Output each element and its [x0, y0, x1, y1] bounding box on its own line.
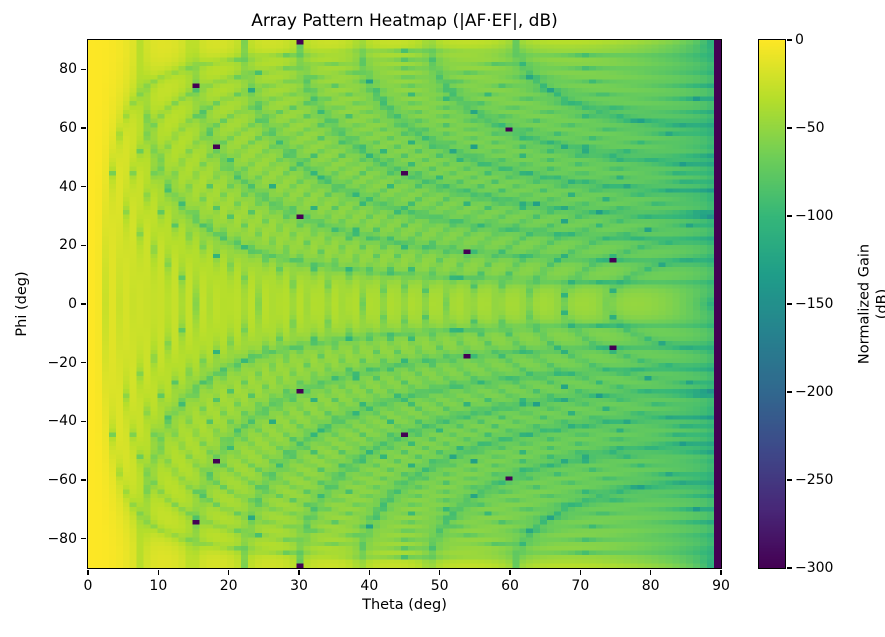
x-axis-label: Theta (deg) [362, 597, 447, 613]
heatmap-canvas [88, 40, 721, 568]
y-tick-mark [81, 420, 87, 423]
y-tick-label: 0 [68, 296, 77, 312]
colorbar-tick-mark [786, 127, 792, 129]
colorbar-tick-label: −250 [795, 472, 834, 488]
y-tick-label: −80 [47, 530, 77, 547]
x-tick-label: 90 [712, 578, 730, 594]
y-tick-mark [81, 479, 87, 481]
x-tick-label: 20 [219, 578, 238, 594]
x-tick-label: 80 [641, 578, 660, 594]
y-tick-mark [81, 244, 87, 247]
y-tick-mark [81, 127, 87, 129]
colorbar-tick-mark [786, 391, 792, 393]
colorbar-tick-mark [786, 303, 792, 305]
y-tick-label: −20 [47, 354, 77, 371]
x-tick-label: 70 [571, 578, 590, 594]
x-tick-label: 10 [149, 578, 168, 594]
x-tick-mark [227, 569, 230, 575]
colorbar-tick-mark [786, 215, 792, 217]
colorbar-tick-label: 0 [795, 32, 804, 48]
y-tick-label: 40 [59, 178, 77, 195]
colorbar [758, 39, 786, 569]
x-tick-mark [509, 569, 511, 575]
y-tick-label: −60 [47, 472, 77, 488]
x-tick-label: 40 [360, 578, 379, 594]
y-tick-mark [81, 361, 87, 364]
y-tick-mark [81, 303, 87, 305]
colorbar-tick-label: −100 [795, 208, 834, 224]
y-tick-label: 20 [59, 237, 77, 254]
colorbar-tick-mark [786, 567, 792, 569]
colorbar-tick-label: −300 [795, 560, 834, 576]
x-tick-mark [579, 569, 582, 575]
colorbar-tick-label: −200 [795, 384, 834, 400]
x-tick-mark [157, 569, 160, 575]
x-tick-label: 60 [501, 578, 519, 594]
y-tick-label: −40 [47, 413, 77, 430]
y-tick-label: 60 [59, 120, 77, 136]
x-tick-mark [649, 569, 652, 575]
chart-title: Array Pattern Heatmap (|AF·EF|, dB) [251, 11, 558, 31]
colorbar-tick-label: −150 [795, 296, 834, 312]
x-tick-label: 0 [83, 578, 93, 594]
colorbar-tick-label: −50 [795, 120, 825, 136]
colorbar-label: Normalized Gain (dB) [856, 243, 885, 365]
y-tick-label: 80 [59, 61, 77, 78]
colorbar-tick-mark [786, 39, 792, 41]
y-tick-mark [81, 68, 87, 71]
y-tick-mark [81, 537, 87, 540]
x-tick-mark [438, 569, 441, 575]
x-tick-mark [298, 569, 300, 575]
x-tick-label: 30 [290, 578, 308, 594]
colorbar-tick-mark [786, 479, 792, 481]
colorbar-gradient-canvas [759, 40, 785, 568]
heatmap-plot-area [87, 39, 722, 569]
x-tick-mark [368, 569, 371, 575]
y-tick-mark [81, 185, 87, 188]
x-tick-mark [720, 569, 722, 575]
x-tick-label: 50 [430, 578, 449, 594]
x-tick-mark [87, 569, 89, 575]
